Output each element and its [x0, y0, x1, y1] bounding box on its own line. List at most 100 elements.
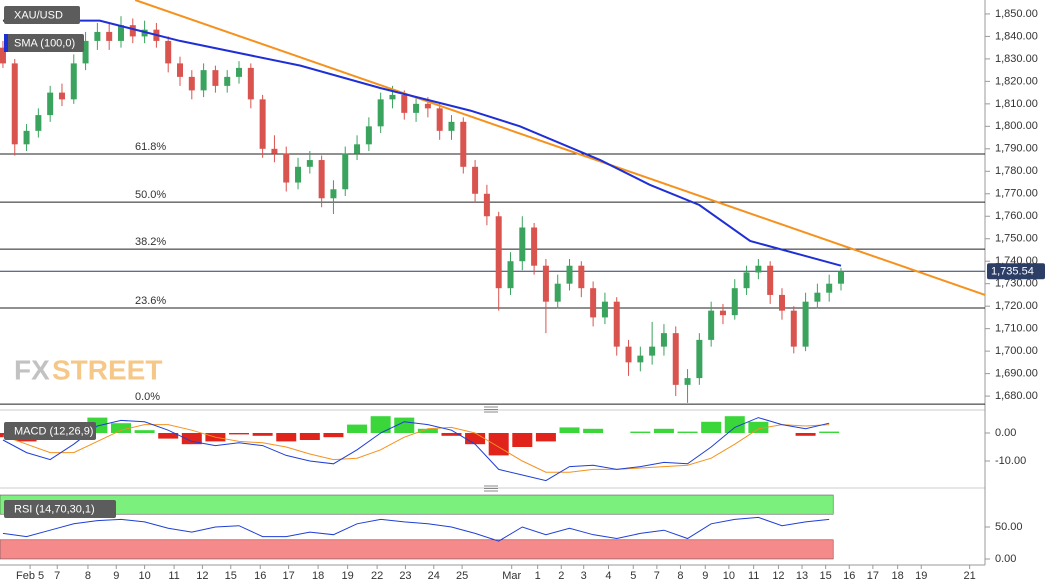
candle-body — [507, 261, 514, 289]
candle-body — [283, 153, 290, 183]
candle-body — [141, 29, 148, 37]
candle-body — [389, 94, 396, 100]
y-tick-label: 1,850.00 — [995, 8, 1038, 20]
y-tick-label: 50.00 — [995, 521, 1023, 533]
histogram-bar — [677, 431, 698, 433]
y-tick-label: 1,780.00 — [995, 165, 1038, 177]
legend-label: XAU/USD — [14, 9, 63, 21]
histogram-bar — [653, 428, 674, 433]
divider-handle[interactable] — [484, 406, 498, 492]
candle-body — [578, 265, 585, 289]
candle-body — [424, 103, 431, 109]
legend-box — [4, 34, 84, 52]
x-tick-label: 12 — [772, 570, 784, 582]
y-tick-label: 1,790.00 — [995, 143, 1038, 155]
y-tick-label: 0.00 — [995, 553, 1016, 565]
candle-body — [601, 301, 608, 318]
y-tick-label: 1,700.00 — [995, 345, 1038, 357]
candle-body — [802, 301, 809, 347]
candle-body — [778, 294, 785, 311]
fib-label: 61.8% — [135, 141, 166, 153]
candle-body — [566, 265, 573, 284]
legend-label: MACD (12,26,9) — [14, 425, 93, 437]
candle-body — [672, 333, 679, 385]
x-tick-label: 15 — [820, 570, 832, 582]
candle-body — [188, 76, 195, 91]
candle-body — [719, 310, 726, 316]
x-tick-label: 9 — [113, 570, 119, 582]
y-tick-label: 1,720.00 — [995, 300, 1038, 312]
fib-label: 23.6% — [135, 295, 166, 307]
candle-body — [94, 31, 101, 41]
y-tick-label: 1,690.00 — [995, 368, 1038, 380]
candle-body — [767, 265, 774, 295]
histogram-bar — [229, 432, 250, 435]
candle-body — [354, 144, 361, 154]
x-tick-label: 15 — [225, 570, 237, 582]
rsi-band — [0, 494, 834, 515]
x-tick-label: 12 — [196, 570, 208, 582]
x-tick-label: 17 — [867, 570, 879, 582]
candle-body — [247, 67, 254, 100]
x-tick-label: 9 — [702, 570, 708, 582]
candle-body — [637, 355, 644, 363]
candle-body — [696, 339, 703, 379]
x-tick-label: 16 — [254, 570, 266, 582]
x-tick-label: 3 — [581, 570, 587, 582]
x-tick-label: 23 — [399, 570, 411, 582]
candle-body — [117, 25, 124, 41]
histogram-bar — [488, 432, 509, 456]
x-tick-label: 7 — [54, 570, 60, 582]
candle-body — [731, 288, 738, 316]
candle-body — [236, 67, 243, 77]
x-tick-label: 18 — [312, 570, 324, 582]
last-price-label: 1,735.54 — [991, 266, 1034, 278]
candle-body — [401, 94, 408, 113]
y-tick-label: 1,680.00 — [995, 390, 1038, 402]
legend-box — [4, 500, 116, 518]
x-tick-label: 22 — [371, 570, 383, 582]
candle-body — [106, 31, 113, 41]
candle-body — [129, 25, 136, 37]
histogram-bar — [441, 432, 462, 436]
macd-line — [2, 417, 830, 482]
candle-body — [200, 70, 207, 91]
candle-body — [224, 76, 231, 86]
candle-body — [519, 227, 526, 262]
x-tick-label: 25 — [456, 570, 468, 582]
candle-body — [684, 378, 691, 385]
candle-body — [625, 346, 632, 363]
logo: STREET — [52, 354, 162, 385]
histogram-bar — [134, 430, 155, 433]
last-price-box — [987, 263, 1045, 280]
candle-body — [70, 63, 77, 100]
fib-label: 38.2% — [135, 236, 166, 248]
y-tick-label: 1,770.00 — [995, 188, 1038, 200]
histogram-bar — [465, 432, 486, 445]
histogram-bar — [110, 423, 131, 433]
histogram-bar — [181, 432, 202, 445]
y-tick-label: 1,800.00 — [995, 120, 1038, 132]
candle-body — [472, 166, 479, 194]
legend-box — [4, 422, 96, 440]
candle-body — [165, 40, 172, 64]
x-tick-label: 17 — [282, 570, 294, 582]
histogram-bar — [583, 428, 604, 433]
histogram-bar — [630, 431, 651, 433]
signal-line — [2, 424, 830, 473]
candle-body — [295, 166, 302, 183]
histogram-bar — [535, 432, 556, 442]
histogram-bar — [299, 432, 320, 440]
x-tick-label: Feb 5 — [16, 570, 44, 582]
candle-body — [660, 333, 667, 347]
histogram-bar — [559, 427, 580, 433]
candle-body — [11, 63, 18, 145]
x-tick-label: 10 — [723, 570, 735, 582]
candle-body — [47, 92, 54, 116]
x-tick-label: 13 — [796, 570, 808, 582]
candle-body — [58, 92, 65, 100]
y-tick-label: 1,820.00 — [995, 75, 1038, 87]
candle-body — [212, 70, 219, 86]
candle-body — [495, 216, 502, 289]
